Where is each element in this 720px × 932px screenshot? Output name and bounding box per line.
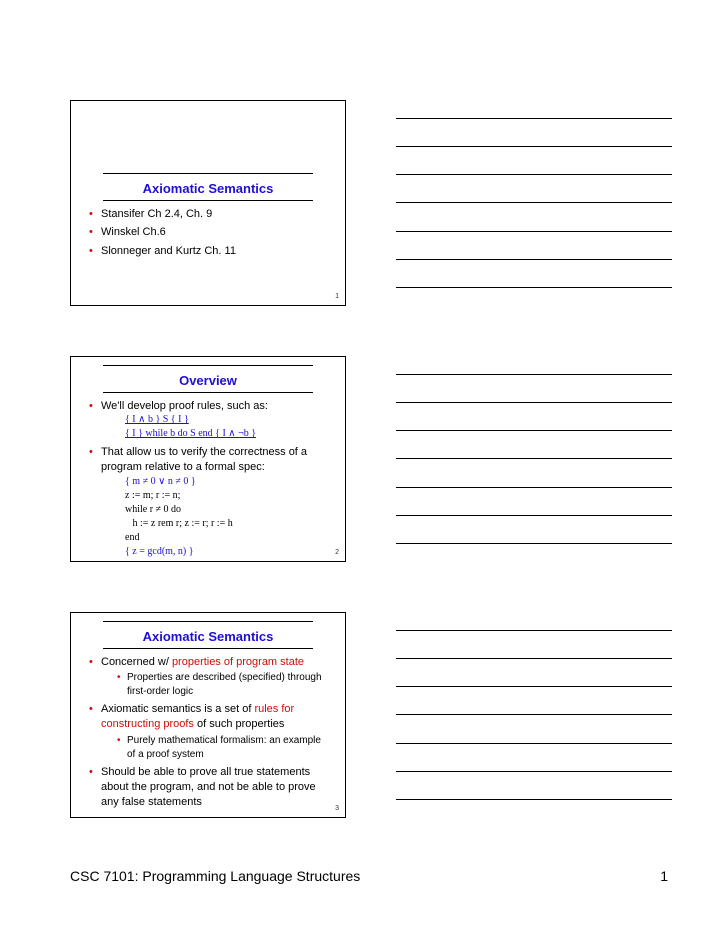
slide-2-code-l1: z := m; r := n;	[125, 489, 331, 503]
slide-2-pre: { m ≠ 0 ∨ n ≠ 0 }	[125, 475, 331, 489]
slide-2-number: 2	[335, 548, 339, 557]
slide-1-item: Winskel Ch.6	[89, 225, 331, 240]
rule-line	[396, 231, 672, 232]
slide-3-number: 3	[335, 804, 339, 813]
slide-1-item: Stansifer Ch 2.4, Ch. 9	[89, 207, 331, 222]
slide-3-bullet-2: Axiomatic semantics is a set of rules fo…	[89, 702, 331, 761]
slide-2-b2-text: That allow us to verify the correctness …	[101, 446, 307, 473]
rule-line	[396, 630, 672, 631]
slide-3-title: Axiomatic Semantics	[103, 628, 313, 649]
slide-3-sublist-2: Purely mathematical formalism: an exampl…	[101, 734, 331, 761]
slide-2-code-l4: end	[125, 531, 331, 545]
slide-2-bullet-1: We'll develop proof rules, such as: { I …	[89, 399, 331, 442]
row-2: Overview We'll develop proof rules, such…	[70, 356, 672, 562]
rule-line	[396, 799, 672, 800]
rule-line	[396, 174, 672, 175]
slide-1-number: 1	[335, 292, 339, 301]
page-footer: CSC 7101: Programming Language Structure…	[70, 868, 672, 902]
slide-2-code-l2: while r ≠ 0 do	[125, 503, 331, 517]
footer-left: CSC 7101: Programming Language Structure…	[70, 868, 360, 884]
rule-line	[396, 487, 672, 488]
slide-3-sub-1: Properties are described (specified) thr…	[117, 671, 331, 698]
rule-line	[396, 118, 672, 119]
slide-1-list: Stansifer Ch 2.4, Ch. 9 Winskel Ch.6 Slo…	[89, 207, 331, 260]
notes-lines-3	[396, 612, 672, 818]
rule-line	[396, 458, 672, 459]
slide-3: Axiomatic Semantics Concerned w/ propert…	[70, 612, 346, 818]
rule-line	[396, 771, 672, 772]
rule-line	[396, 374, 672, 375]
title-rule-top	[103, 365, 313, 366]
slide-1-spacer	[85, 109, 331, 173]
slide-2-list: We'll develop proof rules, such as: { I …	[89, 399, 331, 560]
rule-line	[396, 430, 672, 431]
slide-2-code-l3: h := z rem r; z := r; r := h	[125, 517, 331, 531]
slide-1: Axiomatic Semantics Stansifer Ch 2.4, Ch…	[70, 100, 346, 306]
slide-2: Overview We'll develop proof rules, such…	[70, 356, 346, 562]
rule-line	[396, 287, 672, 288]
rule-line	[396, 543, 672, 544]
slide-3-sublist-1: Properties are described (specified) thr…	[101, 671, 331, 698]
slide-3-b2a: Axiomatic semantics is a set of	[101, 703, 254, 715]
row-1: Axiomatic Semantics Stansifer Ch 2.4, Ch…	[70, 100, 672, 306]
rule-line	[396, 146, 672, 147]
slide-3-bullet-1: Concerned w/ properties of program state…	[89, 655, 331, 699]
notes-lines-2	[396, 356, 672, 562]
rule-line	[396, 743, 672, 744]
rule-line	[396, 686, 672, 687]
slide-2-b1-text: We'll develop proof rules, such as:	[101, 400, 268, 412]
notes-lines-1	[396, 100, 672, 306]
row-3: Axiomatic Semantics Concerned w/ propert…	[70, 612, 672, 818]
slide-1-item: Slonneger and Kurtz Ch. 11	[89, 244, 331, 259]
slide-3-b1a: Concerned w/	[101, 656, 172, 668]
slide-3-bullet-3: Should be able to prove all true stateme…	[89, 765, 331, 810]
slide-2-title: Overview	[103, 372, 313, 393]
footer-right: 1	[660, 868, 668, 884]
handout-page: Axiomatic Semantics Stansifer Ch 2.4, Ch…	[0, 0, 720, 932]
title-rule-top	[103, 173, 313, 174]
slide-2-post: { z = gcd(m, n) }	[125, 545, 331, 559]
slide-1-title: Axiomatic Semantics	[103, 180, 313, 201]
slide-3-b1b: properties of program state	[172, 656, 304, 668]
title-rule-top	[103, 621, 313, 622]
slide-3-b2c: of such properties	[194, 718, 285, 730]
slide-3-sub-2: Purely mathematical formalism: an exampl…	[117, 734, 331, 761]
slide-3-list: Concerned w/ properties of program state…	[89, 655, 331, 810]
slide-2-rule-1: { I ∧ b } S { I }	[125, 413, 331, 427]
rule-line	[396, 402, 672, 403]
slide-2-bullet-2: That allow us to verify the correctness …	[89, 445, 331, 559]
rule-line	[396, 259, 672, 260]
rule-line	[396, 714, 672, 715]
rule-line	[396, 202, 672, 203]
rule-line	[396, 658, 672, 659]
slide-2-rule-2: { I } while b do S end { I ∧ ¬b }	[125, 427, 331, 441]
rule-line	[396, 515, 672, 516]
